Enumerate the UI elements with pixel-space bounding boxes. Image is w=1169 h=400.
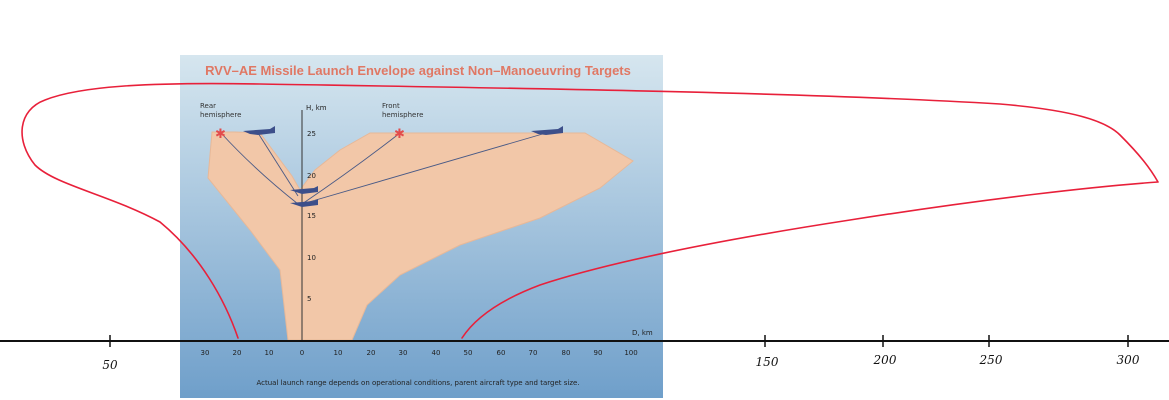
y-tick-25: 25	[307, 130, 316, 138]
y-tick-labels: 25 20 15 10 5	[307, 130, 316, 303]
launcher-aircraft-icon-2	[290, 199, 318, 207]
rear-hemisphere-label: Rear	[200, 102, 216, 110]
trajectories	[220, 132, 547, 205]
front-hemisphere-label: Front	[382, 102, 400, 110]
footnote: Actual launch range depends on operation…	[256, 379, 579, 387]
x-tick-10: 10	[334, 349, 343, 357]
y-tick-10: 10	[307, 254, 316, 262]
handdrawn-envelope-outline	[21, 82, 1159, 339]
aircraft-icons	[243, 126, 563, 207]
x-tick-30: 30	[399, 349, 408, 357]
x-tick-rear-30: 30	[201, 349, 210, 357]
y-axis-label: H, km	[306, 104, 327, 112]
hand-label-50: 50	[102, 358, 118, 372]
x-axis-label: D, km	[632, 329, 653, 337]
slide-title: RVV–AE Missile Launch Envelope against N…	[205, 63, 631, 78]
rear-target-aircraft-icon	[243, 126, 275, 135]
hand-label-200: 200	[873, 353, 897, 367]
x-tick-rear-20: 20	[233, 349, 242, 357]
front-trajectory-1	[301, 132, 401, 205]
hand-label-300: 300	[1117, 353, 1140, 367]
x-tick-20: 20	[367, 349, 376, 357]
rear-trajectory-1	[220, 132, 299, 205]
x-tick-80: 80	[562, 349, 571, 357]
x-tick-labels: 30 20 10 0 10 20 30 40 50 60 70 80 90 10…	[201, 349, 638, 357]
handwritten-ticks	[109, 335, 1129, 347]
y-tick-15: 15	[307, 212, 316, 220]
x-tick-rear-10: 10	[265, 349, 274, 357]
x-tick-60: 60	[497, 349, 506, 357]
front-hemisphere-label-2: hemisphere	[382, 111, 423, 119]
x-tick-40: 40	[432, 349, 441, 357]
rear-trajectory-2	[257, 132, 299, 197]
launcher-aircraft-icon-1	[290, 186, 318, 194]
rear-hemisphere-label-2: hemisphere	[200, 111, 241, 119]
x-tick-0: 0	[300, 349, 304, 357]
x-tick-90: 90	[594, 349, 603, 357]
front-target-aircraft-icon	[531, 126, 563, 135]
x-tick-100: 100	[624, 349, 637, 357]
x-tick-70: 70	[529, 349, 538, 357]
y-tick-5: 5	[307, 295, 311, 303]
hand-label-150: 150	[756, 355, 779, 369]
front-trajectory-2	[301, 132, 547, 205]
y-tick-20: 20	[307, 172, 316, 180]
rear-missile-star-icon: ✱	[215, 126, 226, 141]
x-tick-50: 50	[464, 349, 473, 357]
hand-label-250: 250	[979, 353, 1003, 367]
front-missile-star-icon: ✱	[394, 126, 405, 141]
